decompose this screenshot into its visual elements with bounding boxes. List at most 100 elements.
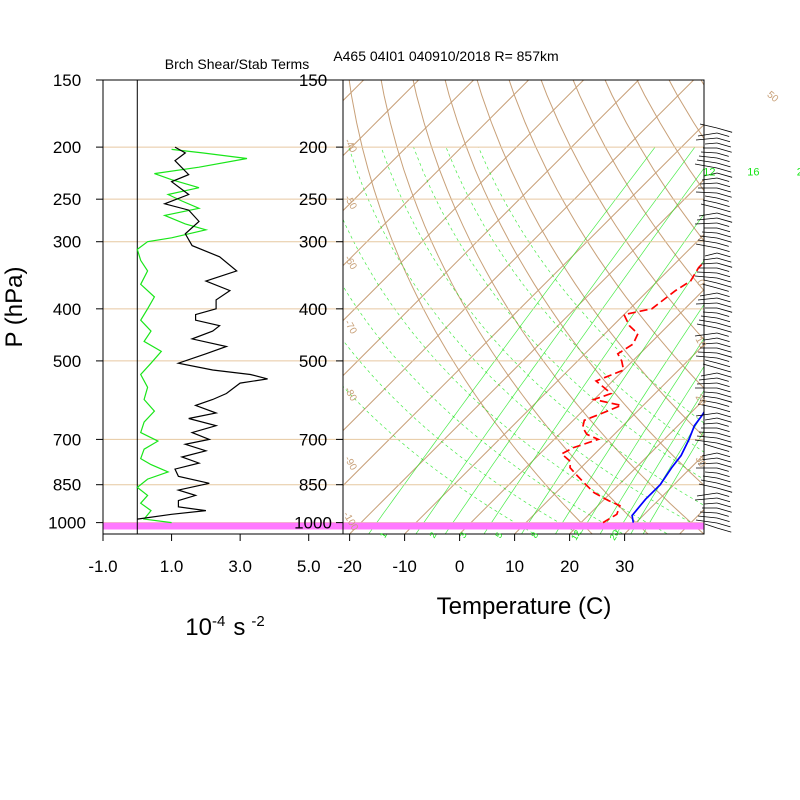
wind-barb-staff xyxy=(716,267,730,272)
wind-barb-flag xyxy=(696,271,718,274)
wind-barb-staff xyxy=(716,217,733,223)
isotherm-line xyxy=(343,80,529,267)
wind-barb-staff xyxy=(716,202,730,207)
mixing-ratio-bottom-label: 3 xyxy=(458,530,469,539)
wind-barb-staff xyxy=(716,187,731,193)
wind-barb-staff xyxy=(716,357,730,362)
left-y-tick-label: 200 xyxy=(53,138,81,157)
isotherm-line xyxy=(459,288,704,534)
wind-barb-staff xyxy=(716,442,733,448)
dry-adiabat-line xyxy=(348,80,593,534)
wind-barb-flag xyxy=(694,275,718,279)
wind-barb-staff xyxy=(716,162,731,168)
mid-y-tick-label: 850 xyxy=(299,476,327,495)
moist-adiabat-line xyxy=(343,285,625,534)
wind-barb-flag xyxy=(695,137,718,141)
wind-barb-staff xyxy=(716,472,730,477)
wind-barb-flag xyxy=(698,319,718,324)
mixing-ratio-line xyxy=(444,167,704,534)
wind-barb-staff xyxy=(716,427,730,432)
sounding-series-group xyxy=(560,260,704,524)
wind-barb-staff xyxy=(716,297,731,303)
mid-y-tick-label: 400 xyxy=(299,300,327,319)
dry-adiabat-line xyxy=(572,80,704,292)
wind-barb-staff xyxy=(716,242,729,247)
wind-barb-flag xyxy=(703,502,718,505)
wind-barb-staff xyxy=(716,417,732,423)
wind-barb-flag xyxy=(702,257,718,261)
isotherm-label: -80 xyxy=(342,385,359,403)
wind-barb-flag xyxy=(698,377,718,381)
wind-barb-flag xyxy=(696,435,718,439)
isotherm-label: 20 xyxy=(693,393,708,409)
wind-barb-flag xyxy=(704,471,718,474)
isotherm-label: -60 xyxy=(342,254,359,272)
wind-barb-staff xyxy=(716,257,732,263)
mid-y-tick-label: 150 xyxy=(299,71,327,90)
wind-barb-staff xyxy=(716,502,731,508)
wind-barb-staff xyxy=(716,527,732,533)
mixing-ratio-label: 12 xyxy=(703,166,715,178)
right-x-tick-label: -10 xyxy=(392,557,417,576)
axis-labels: 1216202428321235812205060708090100110120… xyxy=(48,71,800,576)
wind-barb-staff xyxy=(716,142,731,148)
isotherm-line xyxy=(349,178,704,534)
left-x-tick-label: 5.0 xyxy=(297,557,321,576)
mixing-ratio-bottom-label: 20 xyxy=(608,528,622,542)
isotherm-label: -40 xyxy=(342,137,359,155)
mid-y-tick-label: 250 xyxy=(299,190,327,209)
wind-barb-staff xyxy=(716,227,731,233)
right-x-tick-label: 20 xyxy=(560,557,579,576)
moist-adiabat-line xyxy=(380,146,704,506)
wind-barb-flag xyxy=(703,337,718,341)
wind-barb-staff xyxy=(716,347,732,353)
wind-barb-staff xyxy=(716,407,731,413)
wind-barb-staff xyxy=(716,372,732,378)
wind-barb-flag xyxy=(696,323,718,329)
left-y-tick-label: 1000 xyxy=(48,514,86,533)
profile-series-group xyxy=(136,80,268,534)
wind-barb-staff xyxy=(716,437,732,443)
wind-barb-flag xyxy=(694,222,718,225)
isotherm-line xyxy=(790,80,800,534)
left-y-tick-label: 500 xyxy=(53,352,81,371)
isotherm-label: 30 xyxy=(693,454,708,470)
dry-adiabat-line xyxy=(412,80,704,534)
wind-barb-flag xyxy=(699,457,718,461)
left-y-tick-label: 850 xyxy=(53,476,81,495)
right-x-tick-label: 30 xyxy=(615,557,634,576)
mixing-ratio-bottom-label: 12 xyxy=(569,528,583,542)
wind-barb-staff xyxy=(716,167,732,173)
wind-barb-flag xyxy=(696,382,718,385)
wind-barb-flag xyxy=(700,372,718,377)
xlabel-base: 10 xyxy=(185,614,212,641)
wind-barb-flag xyxy=(700,315,718,319)
right-x-tick-label: -20 xyxy=(337,557,362,576)
wind-barb-staff xyxy=(716,352,733,358)
wind-barb-staff xyxy=(716,332,729,337)
wind-barb-staff xyxy=(716,212,732,218)
temperature-series xyxy=(631,410,704,523)
isotherm-line xyxy=(569,398,704,534)
mixing-ratio-line xyxy=(415,146,696,534)
wind-barb-staff xyxy=(716,307,733,313)
wind-barb-flag xyxy=(697,403,718,409)
dry-adiabat-line xyxy=(476,80,704,438)
dry-adiabat-line xyxy=(786,64,800,536)
isotherm-line xyxy=(624,453,704,534)
wind-barb-flag xyxy=(696,492,718,497)
wind-barb-flag xyxy=(697,351,718,354)
isotherm-line xyxy=(343,123,704,487)
wind-barb-flag xyxy=(700,479,718,484)
wind-barb-staff xyxy=(716,492,730,497)
wind-barb-flag xyxy=(700,203,718,209)
skew-t-grid xyxy=(343,64,800,536)
isotherm-line xyxy=(735,80,800,534)
wind-barb-staff xyxy=(716,432,731,438)
moist-adiabat-line xyxy=(348,146,704,531)
mixing-ratio-line xyxy=(521,259,704,534)
wind-barb-flag xyxy=(703,391,718,394)
wind-barb-flag xyxy=(702,475,718,479)
wind-barb-flag xyxy=(699,292,718,297)
wind-barb-flag xyxy=(695,355,718,359)
